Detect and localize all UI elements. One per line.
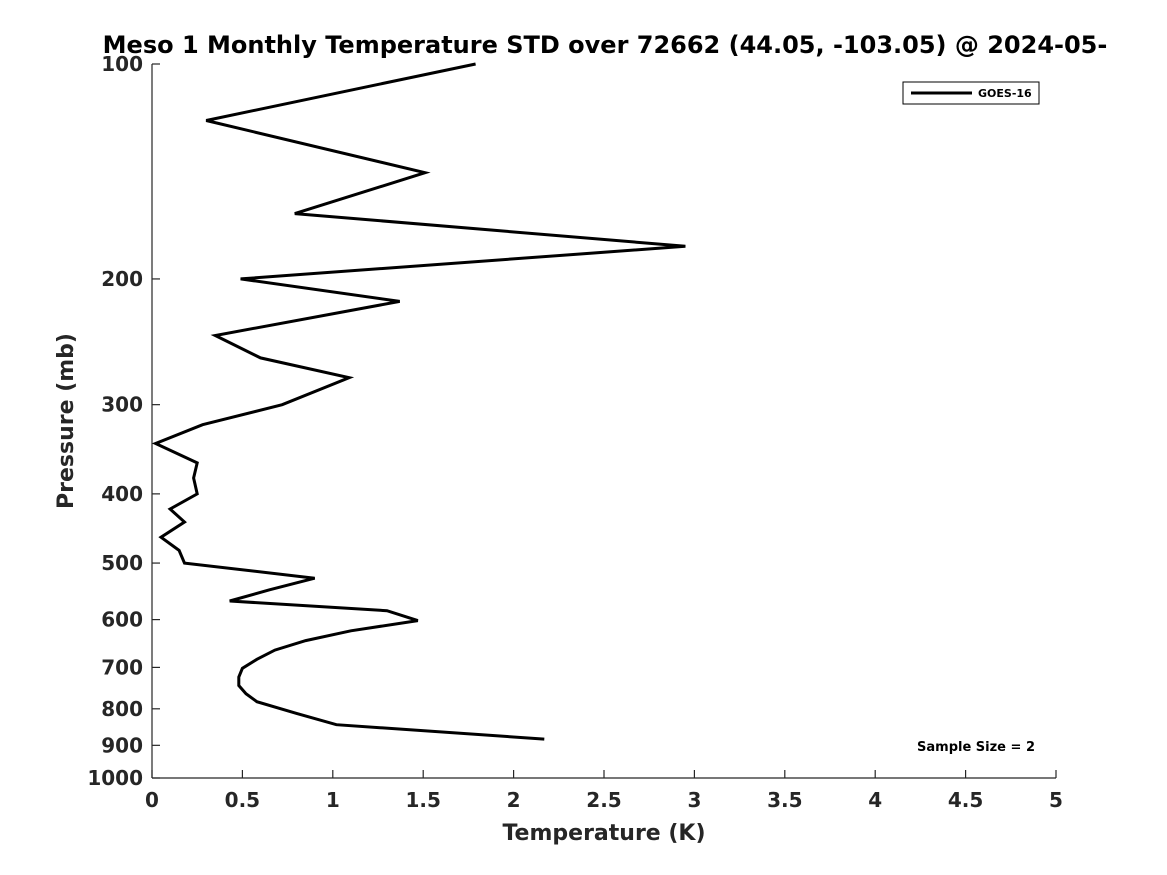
y-tick-label: 300: [101, 393, 143, 417]
x-tick-label: 3: [687, 788, 701, 812]
legend: GOES-16: [902, 81, 1040, 105]
y-tick-label: 800: [101, 697, 143, 721]
x-axis-label: Temperature (K): [502, 821, 705, 846]
y-tick-label: 600: [101, 608, 143, 632]
y-tick-label: 400: [101, 482, 143, 506]
x-tick-label: 1.5: [405, 788, 440, 812]
x-tick-label: 5: [1049, 788, 1063, 812]
x-tick-label: 3.5: [767, 788, 802, 812]
y-axis-label: Pressure (mb): [54, 333, 79, 509]
y-tick-label: 100: [101, 52, 143, 76]
chart-title: Meso 1 Monthly Temperature STD over 7266…: [103, 31, 1108, 59]
x-tick-label: 0.5: [225, 788, 260, 812]
x-tick-label: 2.5: [586, 788, 621, 812]
y-tick-label: 1000: [87, 766, 143, 790]
y-tick-label: 200: [101, 267, 143, 291]
x-tick-label: 4.5: [948, 788, 983, 812]
y-tick-label: 700: [101, 655, 143, 679]
x-tick-label: 4: [868, 788, 882, 812]
x-tick-label: 0: [145, 788, 159, 812]
x-tick-label: 1: [326, 788, 340, 812]
sample-size-annotation: Sample Size = 2: [917, 740, 1035, 755]
series-line-goes-16: [151, 62, 686, 741]
y-tick-label: 900: [101, 733, 143, 757]
y-tick-label: 500: [101, 551, 143, 575]
x-axis-ticks: 0 0.5 1 1.5 2 2.5 3 3.5 4 4.5 5: [145, 770, 1063, 812]
legend-label-goes-16: GOES-16: [978, 87, 1032, 100]
y-axis-ticks: 100 200 300 400 500 600 700 800 900 1000: [87, 52, 160, 790]
x-tick-label: 2: [507, 788, 521, 812]
series-layer: [151, 62, 686, 741]
